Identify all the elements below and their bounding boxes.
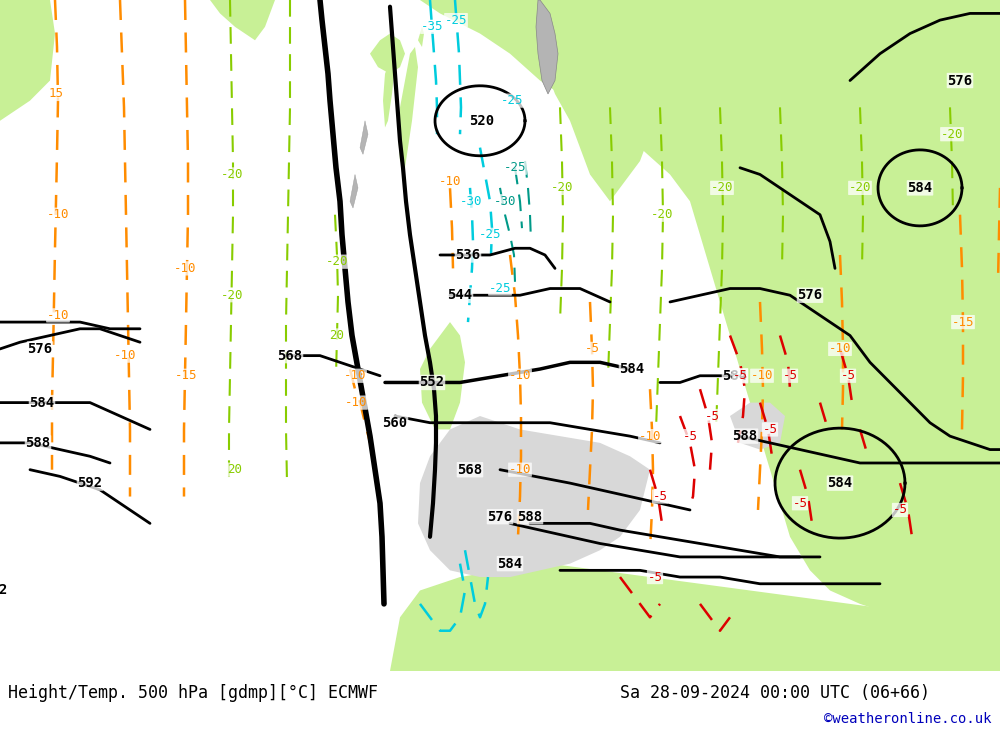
Text: 588: 588 bbox=[25, 436, 51, 450]
Text: -10: -10 bbox=[639, 430, 661, 443]
Text: -5: -5 bbox=[732, 369, 748, 383]
Text: -5: -5 bbox=[840, 369, 856, 383]
Text: -5: -5 bbox=[584, 342, 600, 356]
Polygon shape bbox=[350, 174, 358, 208]
Text: -20: -20 bbox=[651, 208, 673, 221]
Text: 584: 584 bbox=[619, 362, 645, 376]
Polygon shape bbox=[210, 0, 275, 40]
Text: -20: -20 bbox=[221, 168, 243, 181]
Text: 588: 588 bbox=[517, 509, 543, 523]
Text: 552: 552 bbox=[419, 375, 445, 389]
Text: 576: 576 bbox=[947, 73, 973, 87]
Text: -25: -25 bbox=[489, 282, 511, 295]
Text: -20: -20 bbox=[941, 128, 963, 141]
Polygon shape bbox=[540, 0, 645, 202]
Text: -10: -10 bbox=[751, 369, 773, 383]
Text: -10: -10 bbox=[344, 369, 366, 383]
Text: 2: 2 bbox=[0, 583, 6, 597]
Polygon shape bbox=[398, 47, 418, 168]
Polygon shape bbox=[360, 121, 368, 155]
Text: 584: 584 bbox=[29, 396, 55, 410]
Text: -20: -20 bbox=[221, 289, 243, 302]
Text: -15: -15 bbox=[952, 316, 974, 328]
Text: -10: -10 bbox=[829, 342, 851, 356]
Text: 15: 15 bbox=[48, 87, 64, 100]
Text: -5: -5 bbox=[648, 570, 662, 583]
Text: 20: 20 bbox=[228, 463, 242, 476]
Text: 584: 584 bbox=[722, 369, 748, 383]
Text: -20: -20 bbox=[551, 181, 573, 194]
Text: -25: -25 bbox=[501, 94, 523, 107]
Text: -10: -10 bbox=[345, 396, 367, 409]
Text: 20: 20 bbox=[330, 329, 344, 342]
Text: -5: -5 bbox=[763, 423, 778, 436]
Polygon shape bbox=[730, 402, 785, 449]
Text: -10: -10 bbox=[509, 369, 531, 383]
Text: 544: 544 bbox=[447, 288, 473, 302]
Text: 520: 520 bbox=[469, 114, 495, 128]
Text: -35: -35 bbox=[421, 21, 443, 33]
Polygon shape bbox=[490, 0, 530, 47]
Text: -25: -25 bbox=[479, 229, 501, 241]
Text: 576: 576 bbox=[487, 509, 513, 523]
Text: -20: -20 bbox=[326, 255, 348, 268]
Text: -5: -5 bbox=[792, 497, 808, 509]
Text: -10: -10 bbox=[47, 309, 69, 322]
Text: -10: -10 bbox=[439, 174, 461, 188]
Polygon shape bbox=[420, 0, 1000, 638]
Text: -10: -10 bbox=[174, 262, 196, 275]
Polygon shape bbox=[0, 0, 55, 121]
Polygon shape bbox=[383, 60, 394, 128]
Text: -25: -25 bbox=[504, 161, 526, 174]
Polygon shape bbox=[536, 0, 558, 94]
Text: 536: 536 bbox=[455, 248, 481, 262]
Polygon shape bbox=[418, 416, 650, 577]
Text: -20: -20 bbox=[849, 181, 871, 194]
Polygon shape bbox=[418, 27, 424, 47]
Polygon shape bbox=[370, 34, 405, 74]
Polygon shape bbox=[420, 322, 465, 430]
Polygon shape bbox=[0, 0, 20, 40]
Text: 584: 584 bbox=[907, 181, 933, 195]
Text: 560: 560 bbox=[382, 416, 408, 430]
Text: 568: 568 bbox=[457, 463, 483, 476]
Text: -10: -10 bbox=[47, 208, 69, 221]
Text: -20: -20 bbox=[711, 181, 733, 194]
Text: -5: -5 bbox=[704, 410, 720, 422]
Text: 584: 584 bbox=[497, 556, 523, 570]
Text: Sa 28-09-2024 00:00 UTC (06+66): Sa 28-09-2024 00:00 UTC (06+66) bbox=[620, 684, 930, 701]
Text: -5: -5 bbox=[682, 430, 698, 443]
Text: 588: 588 bbox=[732, 429, 758, 443]
Text: Height/Temp. 500 hPa [gdmp][°C] ECMWF: Height/Temp. 500 hPa [gdmp][°C] ECMWF bbox=[8, 684, 378, 701]
Text: -10: -10 bbox=[114, 349, 136, 362]
Text: -25: -25 bbox=[445, 14, 467, 26]
Text: -15: -15 bbox=[175, 369, 197, 383]
Text: -5: -5 bbox=[893, 504, 908, 517]
Text: 576: 576 bbox=[27, 342, 53, 356]
Text: -30: -30 bbox=[494, 195, 516, 207]
Text: 584: 584 bbox=[827, 476, 853, 490]
Text: 576: 576 bbox=[797, 288, 823, 302]
Polygon shape bbox=[390, 564, 1000, 671]
Text: -30: -30 bbox=[460, 195, 482, 207]
Text: 568: 568 bbox=[277, 349, 303, 363]
Text: 592: 592 bbox=[77, 476, 103, 490]
Text: ©weatheronline.co.uk: ©weatheronline.co.uk bbox=[824, 712, 992, 726]
Text: -5: -5 bbox=[652, 490, 668, 503]
Text: -10: -10 bbox=[509, 463, 531, 476]
Text: -5: -5 bbox=[782, 369, 798, 383]
